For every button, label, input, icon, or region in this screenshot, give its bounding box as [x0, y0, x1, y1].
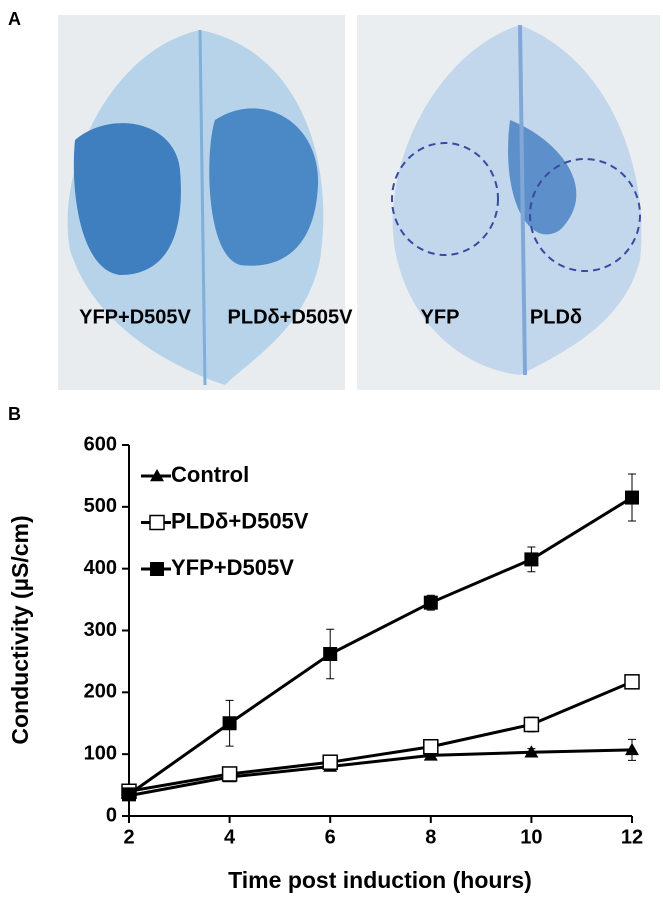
y-tick-label: 0: [106, 804, 117, 826]
x-axis-title: Time post induction (hours): [228, 867, 532, 893]
leaf-label: YFP+D505V: [79, 306, 191, 328]
x-tick-label: 12: [621, 826, 643, 848]
leaf-label: PLDδ+D505V: [228, 306, 354, 328]
marker: [221, 766, 238, 782]
legend-marker: [150, 469, 164, 482]
marker: [523, 716, 540, 733]
leaf-photo-right: [357, 15, 660, 390]
marker: [625, 490, 639, 505]
marker: [322, 754, 338, 770]
y-tick-label: 200: [84, 681, 117, 703]
y-tick-label: 300: [84, 619, 117, 641]
y-axis-title: Conductivity (µS/cm): [7, 515, 33, 744]
marker: [222, 716, 237, 731]
y-tick-label: 400: [84, 557, 117, 579]
leaf-label: YFP: [421, 306, 460, 328]
leaf-label: PLDδ: [530, 306, 582, 328]
legend-label: YFP+D505V: [171, 555, 294, 580]
y-tick-label: 600: [84, 433, 117, 455]
legend-marker: [150, 562, 164, 576]
marker: [625, 742, 639, 756]
panel-label: B: [8, 404, 21, 424]
x-tick-label: 6: [325, 826, 336, 848]
x-tick-label: 10: [520, 826, 542, 848]
legend-marker: [149, 514, 165, 531]
x-tick-label: 8: [425, 826, 436, 848]
series-line: [128, 496, 633, 796]
marker: [423, 748, 438, 761]
marker: [524, 552, 539, 567]
marker: [423, 595, 438, 610]
marker: [624, 674, 640, 690]
marker: [323, 646, 338, 661]
series-line: [128, 748, 633, 798]
x-tick-label: 4: [224, 826, 236, 848]
x-tick-label: 2: [123, 826, 134, 848]
marker: [423, 738, 439, 755]
legend-label: Control: [171, 462, 249, 487]
y-tick-label: 500: [84, 495, 117, 517]
legend-label: PLDδ+D505V: [171, 508, 309, 533]
marker: [122, 787, 136, 802]
marker: [524, 745, 539, 758]
leaf-photo-left: [58, 15, 345, 390]
series-line: [128, 680, 633, 793]
panel-label: A: [8, 9, 21, 29]
y-tick-label: 100: [84, 742, 117, 764]
